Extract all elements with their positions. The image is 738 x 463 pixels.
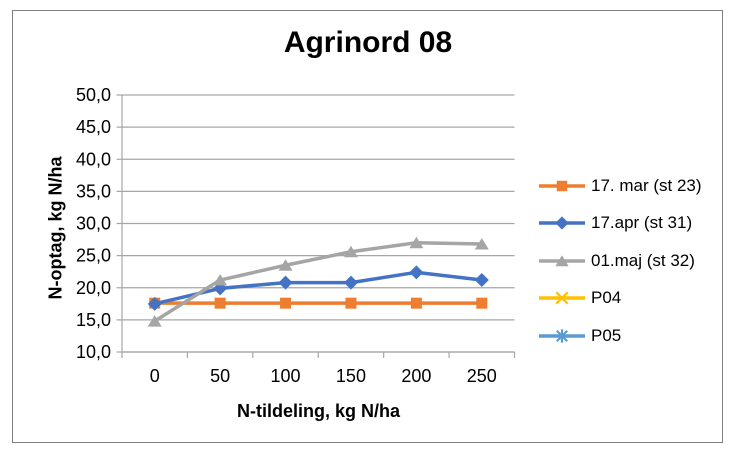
marker-triangle bbox=[555, 255, 569, 266]
marker-square bbox=[476, 297, 488, 309]
legend-marker-asterisk bbox=[539, 329, 585, 343]
marker-diamond bbox=[555, 216, 569, 230]
legend-marker-diamond bbox=[539, 216, 585, 230]
marker-triangle bbox=[343, 245, 358, 258]
marker-triangle bbox=[409, 236, 424, 249]
chart-frame[interactable] bbox=[12, 10, 723, 443]
legend-marker-x bbox=[539, 291, 585, 305]
series-line-1 bbox=[154, 270, 482, 306]
marker-diamond bbox=[343, 275, 358, 290]
y-tick-label: 25,0 bbox=[76, 246, 111, 266]
marker-square bbox=[410, 297, 422, 309]
marker-square bbox=[214, 297, 226, 309]
y-axis-title: N-optag, kg N/ha bbox=[45, 156, 66, 300]
marker-square bbox=[280, 297, 292, 309]
y-tick-label: 40,0 bbox=[76, 149, 111, 169]
legend-label: P04 bbox=[591, 288, 622, 308]
legend-item-p05[interactable]: P05 bbox=[538, 317, 702, 355]
y-tick-label: 35,0 bbox=[76, 181, 111, 201]
marker-square bbox=[556, 180, 568, 191]
marker-diamond bbox=[147, 296, 162, 311]
marker-x bbox=[555, 291, 569, 305]
legend-label: P05 bbox=[591, 325, 622, 345]
y-tick-label: 30,0 bbox=[76, 214, 111, 234]
x-tick-label: 150 bbox=[336, 366, 366, 386]
legend-marker-square bbox=[539, 180, 585, 191]
marker-diamond bbox=[474, 273, 489, 288]
y-tick-label: 20,0 bbox=[76, 278, 111, 298]
chart-title: Agrinord 08 bbox=[283, 26, 453, 59]
plot-area: 10,0 15,0 20,0 25,0 30,0 35,0 40,0 45,0 50,0 0 50 1… bbox=[76, 85, 516, 386]
x-tick-label: 100 bbox=[271, 366, 301, 386]
marker-square bbox=[345, 297, 357, 309]
marker-diamond bbox=[409, 265, 424, 280]
x-tick-label: 250 bbox=[467, 366, 497, 386]
legend-item-17-mar[interactable]: 17. mar (st 23) bbox=[538, 167, 702, 205]
x-tick-label: 200 bbox=[401, 366, 431, 386]
y-tick-label: 15,0 bbox=[76, 310, 111, 330]
marker-triangle bbox=[147, 315, 162, 327]
x-tick-label: 50 bbox=[210, 366, 230, 386]
x-axis-title: N-tildeling, kg N/ha bbox=[236, 401, 400, 421]
y-tick-label: 50,0 bbox=[76, 85, 111, 105]
legend-label: 17. mar (st 23) bbox=[591, 175, 702, 195]
legend-label: 01.maj (st 32) bbox=[591, 250, 695, 270]
y-tick-label: 10,0 bbox=[76, 342, 111, 362]
y-tick-label: 45,0 bbox=[76, 117, 111, 137]
marker-diamond bbox=[278, 275, 293, 290]
legend-item-p04[interactable]: P04 bbox=[538, 280, 702, 318]
series-line-2 bbox=[153, 241, 482, 323]
legend-item-17-apr[interactable]: 17.apr (st 31) bbox=[538, 205, 702, 243]
legend: 17. mar (st 23) 17.apr (st 31) 01.maj (s… bbox=[538, 167, 702, 355]
marker-triangle bbox=[278, 259, 293, 271]
x-tick-label: 0 bbox=[150, 366, 160, 386]
legend-marker-triangle bbox=[539, 255, 585, 266]
legend-item-01-maj[interactable]: 01.maj (st 32) bbox=[538, 242, 702, 280]
marker-triangle bbox=[213, 274, 228, 286]
legend-label: 17.apr (st 31) bbox=[591, 213, 693, 233]
marker-triangle bbox=[474, 238, 489, 250]
